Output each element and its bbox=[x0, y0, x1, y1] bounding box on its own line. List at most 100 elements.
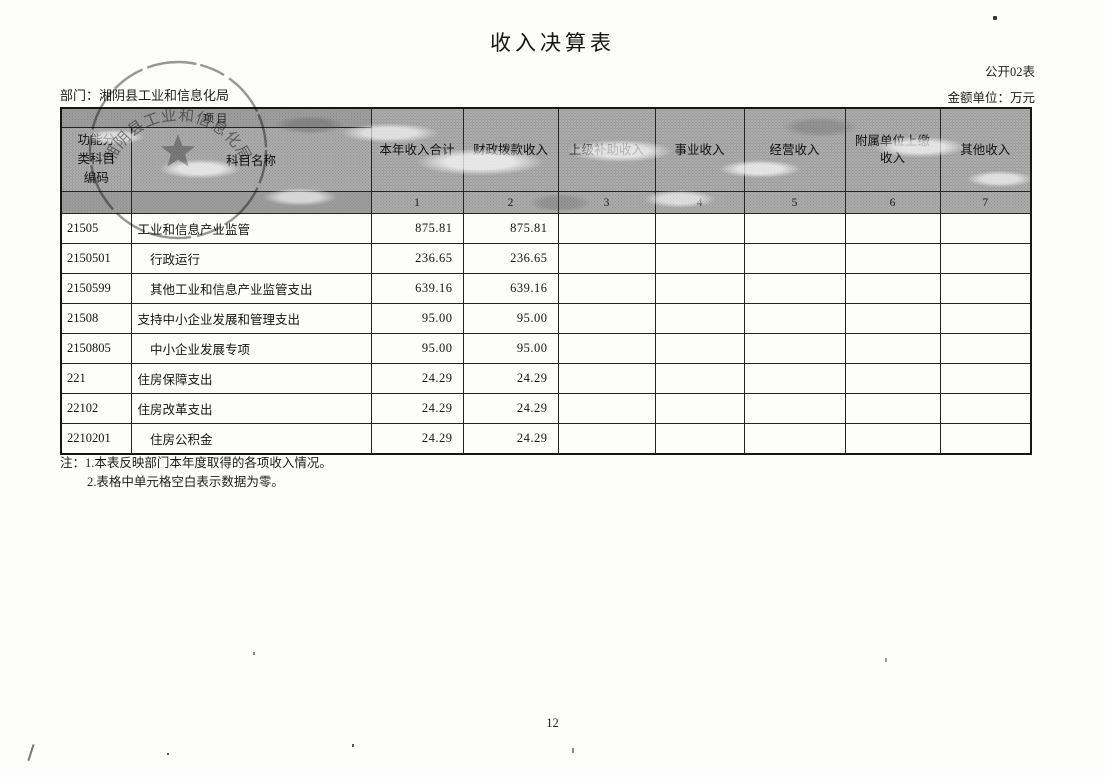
value-cell: 24.29 bbox=[462, 423, 559, 454]
amount-unit-label: 金额单位：万元 bbox=[947, 91, 1035, 105]
column-header-other: 其他收入 bbox=[939, 107, 1032, 192]
value-cell bbox=[939, 393, 1032, 424]
column-header-business: 事业收入 bbox=[654, 107, 745, 192]
value-cell bbox=[557, 363, 656, 394]
name-cell: 住房公积金 bbox=[130, 423, 372, 454]
value-cell bbox=[939, 423, 1032, 454]
scan-speck bbox=[352, 744, 354, 747]
code-cell: 221 bbox=[60, 363, 132, 394]
form-number: 公开02表 bbox=[984, 65, 1035, 79]
code-cell: 2210201 bbox=[60, 423, 132, 454]
column-header-total: 本年收入合计 bbox=[370, 107, 464, 192]
blank-number-cell bbox=[130, 191, 372, 214]
value-cell bbox=[743, 273, 846, 304]
value-cell bbox=[844, 243, 941, 274]
column-number: 3 bbox=[557, 191, 656, 214]
table-row: 21505 工业和信息产业监管 875.81 875.81 bbox=[60, 213, 1032, 244]
column-number: 7 bbox=[939, 191, 1032, 214]
value-cell bbox=[844, 393, 941, 424]
value-cell bbox=[557, 213, 656, 244]
name-cell: 住房保障支出 bbox=[130, 363, 372, 394]
value-cell bbox=[939, 303, 1032, 334]
scan-slash-mark bbox=[27, 744, 35, 761]
table-row: 221 住房保障支出 24.29 24.29 bbox=[60, 363, 1032, 394]
scan-speck bbox=[167, 753, 169, 755]
value-cell bbox=[844, 213, 941, 244]
value-cell bbox=[654, 273, 745, 304]
value-cell: 875.81 bbox=[370, 213, 464, 244]
table-row: 22102 住房改革支出 24.29 24.29 bbox=[60, 393, 1032, 424]
income-final-accounts-table: 项目 本年收入合计 财政拨款收入 上级补助收入 事业收入 经营收入 附属单位上缴… bbox=[60, 107, 1032, 455]
value-cell bbox=[844, 363, 941, 394]
value-cell bbox=[743, 243, 846, 274]
value-cell bbox=[557, 393, 656, 424]
value-cell bbox=[844, 333, 941, 364]
table-row: 项目 本年收入合计 财政拨款收入 上级补助收入 事业收入 经营收入 附属单位上缴… bbox=[60, 107, 1032, 192]
name-cell: 其他工业和信息产业监管支出 bbox=[130, 273, 372, 304]
column-header-affiliate: 附属单位上缴收入 bbox=[844, 107, 941, 192]
code-cell: 21508 bbox=[60, 303, 132, 334]
note-line: 注：1.本表反映部门本年度取得的各项收入情况。 bbox=[60, 456, 332, 470]
column-number: 1 bbox=[370, 191, 464, 214]
value-cell bbox=[654, 243, 745, 274]
value-cell bbox=[939, 213, 1032, 244]
value-cell bbox=[654, 393, 745, 424]
note-line: 2.表格中单元格空白表示数据为零。 bbox=[87, 475, 284, 490]
value-cell bbox=[557, 243, 656, 274]
column-number: 4 bbox=[654, 191, 745, 214]
table-notes: 注：1.本表反映部门本年度取得的各项收入情况。 2.表格中单元格空白表示数据为零… bbox=[60, 454, 332, 493]
value-cell: 875.81 bbox=[462, 213, 559, 244]
page-number: 12 bbox=[546, 716, 559, 730]
name-cell: 中小企业发展专项 bbox=[130, 333, 372, 364]
value-cell bbox=[743, 333, 846, 364]
value-cell bbox=[557, 303, 656, 334]
value-cell bbox=[939, 363, 1032, 394]
value-cell bbox=[743, 363, 846, 394]
value-cell bbox=[557, 423, 656, 454]
value-cell bbox=[743, 303, 846, 334]
name-cell: 支持中小企业发展和管理支出 bbox=[130, 303, 372, 334]
table-row: 21508 支持中小企业发展和管理支出 95.00 95.00 bbox=[60, 303, 1032, 334]
code-cell: 21505 bbox=[60, 213, 132, 244]
value-cell bbox=[844, 423, 941, 454]
value-cell bbox=[939, 333, 1032, 364]
value-cell bbox=[654, 213, 745, 244]
value-cell bbox=[654, 303, 745, 334]
value-cell bbox=[654, 363, 745, 394]
code-cell: 22102 bbox=[60, 393, 132, 424]
page-title: 收入决算表 bbox=[490, 31, 615, 55]
column-header-operating: 经营收入 bbox=[743, 107, 846, 192]
group-header-cell: 项目 bbox=[60, 107, 372, 128]
code-cell: 2150501 bbox=[60, 243, 132, 274]
name-cell: 行政运行 bbox=[130, 243, 372, 274]
value-cell bbox=[939, 273, 1032, 304]
value-cell: 639.16 bbox=[370, 273, 464, 304]
table-row: 2210201 住房公积金 24.29 24.29 bbox=[60, 423, 1032, 454]
value-cell bbox=[743, 213, 846, 244]
scan-speck bbox=[885, 658, 887, 662]
value-cell bbox=[557, 273, 656, 304]
value-cell: 24.29 bbox=[462, 363, 559, 394]
scan-speck bbox=[253, 652, 255, 655]
name-cell: 住房改革支出 bbox=[130, 393, 372, 424]
value-cell: 639.16 bbox=[462, 273, 559, 304]
scan-speck bbox=[993, 16, 997, 20]
value-cell: 95.00 bbox=[370, 333, 464, 364]
name-cell: 工业和信息产业监管 bbox=[130, 213, 372, 244]
value-cell: 95.00 bbox=[462, 303, 559, 334]
table-row: 2150599 其他工业和信息产业监管支出 639.16 639.16 bbox=[60, 273, 1032, 304]
column-number: 6 bbox=[844, 191, 941, 214]
value-cell bbox=[743, 423, 846, 454]
code-column-header: 功能分类科目编码 bbox=[60, 127, 132, 192]
value-cell: 24.29 bbox=[370, 363, 464, 394]
name-column-header: 科目名称 bbox=[130, 127, 372, 192]
value-cell: 24.29 bbox=[462, 393, 559, 424]
department-line: 部门：湘阴县工业和信息化局 bbox=[60, 85, 229, 104]
column-number: 2 bbox=[462, 191, 559, 214]
value-cell: 236.65 bbox=[370, 243, 464, 274]
department-label: 部门： bbox=[60, 88, 100, 103]
column-number: 5 bbox=[743, 191, 846, 214]
value-cell: 24.29 bbox=[370, 423, 464, 454]
blank-number-cell bbox=[60, 191, 132, 214]
code-cell: 2150805 bbox=[60, 333, 132, 364]
